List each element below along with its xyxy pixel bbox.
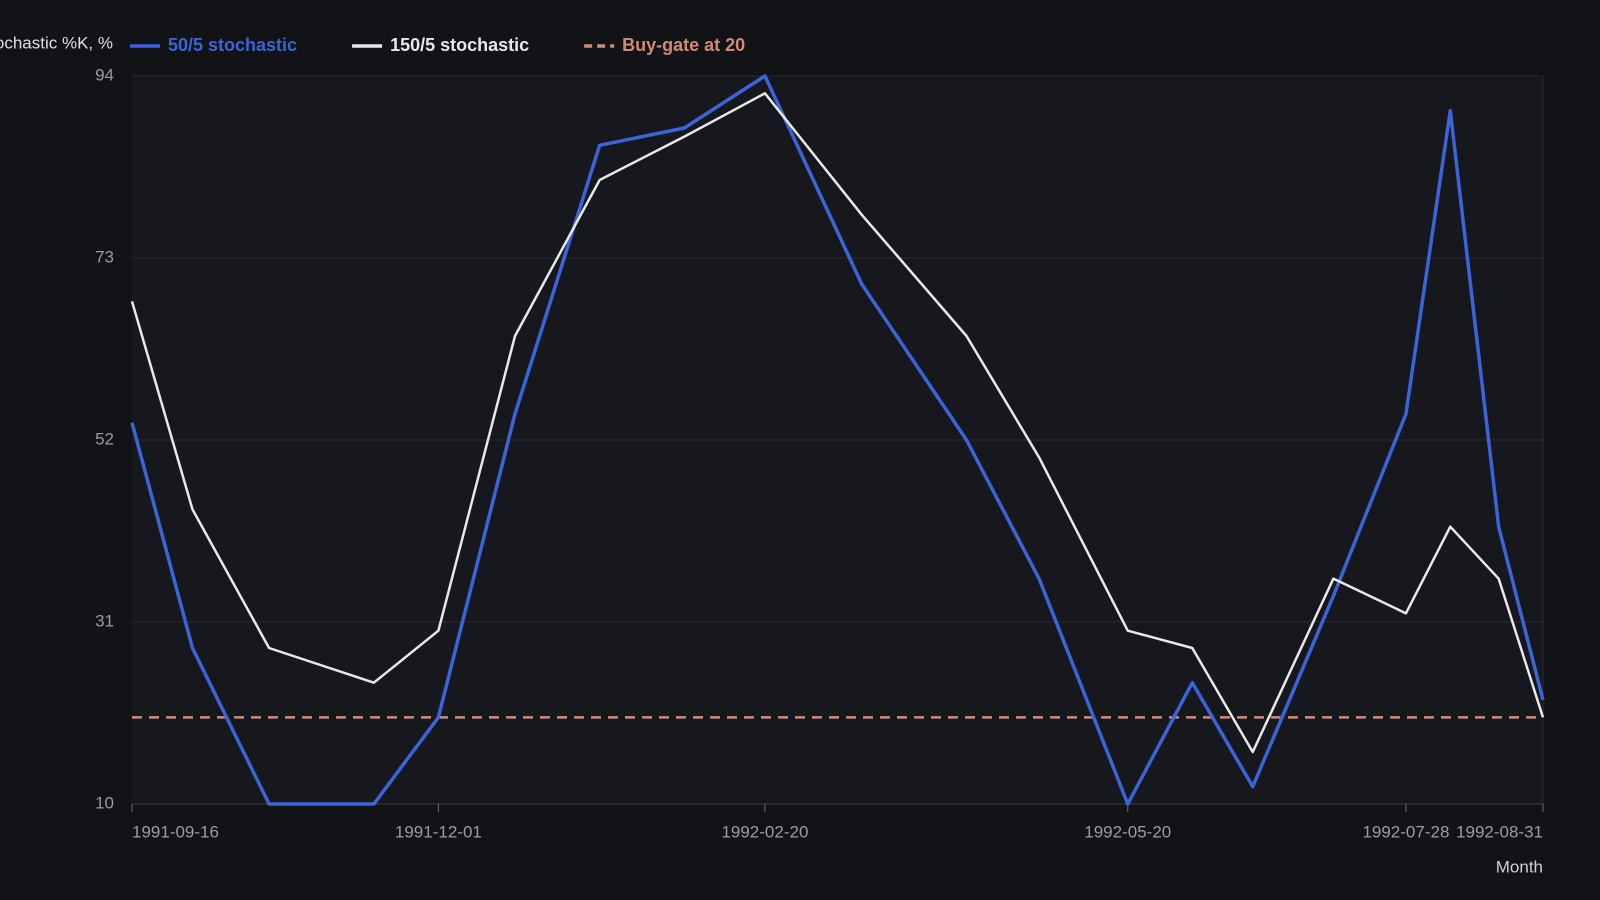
y-axis-label: Stochastic %K, %	[0, 33, 113, 52]
x-tick-label: 1991-09-16	[132, 822, 219, 841]
y-tick-label: 73	[95, 247, 114, 266]
x-tick-label: 1992-07-28	[1362, 822, 1449, 841]
x-tick-label: 1992-02-20	[721, 822, 808, 841]
legend-label: 50/5 stochastic	[168, 35, 297, 55]
series-line	[130, 74, 1545, 806]
x-tick-label: 1991-12-01	[395, 822, 482, 841]
y-tick-label: 31	[95, 611, 114, 630]
series-line	[130, 92, 1545, 754]
x-axis-label: Month	[1496, 857, 1543, 876]
y-tick-label: 94	[95, 65, 114, 84]
y-tick-label: 52	[95, 429, 114, 448]
x-tick-label: 1992-05-20	[1084, 822, 1171, 841]
y-tick-label: 10	[95, 793, 114, 812]
legend-label: Buy-gate at 20	[622, 35, 745, 55]
legend-label: 150/5 stochastic	[390, 35, 529, 55]
x-tick-label: 1992-08-31	[1456, 822, 1543, 841]
